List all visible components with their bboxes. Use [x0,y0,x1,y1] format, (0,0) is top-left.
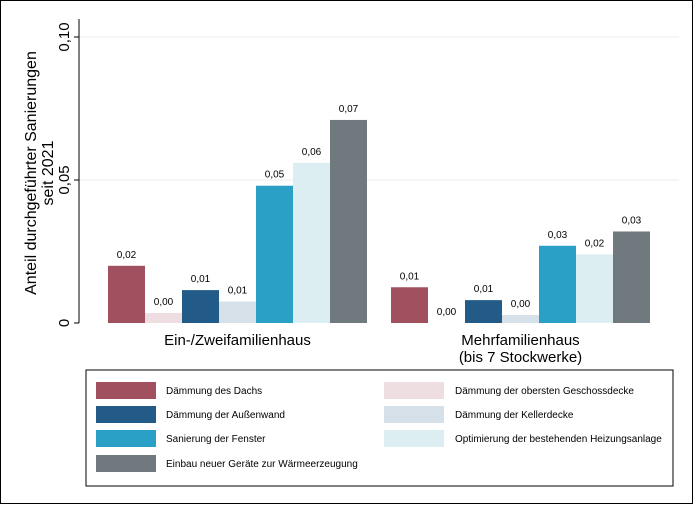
legend-swatch-2-0 [96,430,156,447]
category-label-1-line-0: Mehrfamilienhaus [461,332,579,349]
bar-series-2-cat-1 [465,300,502,323]
data-label-series-0-cat-1: 0,01 [400,271,420,282]
data-label-series-2-cat-0: 0,01 [191,274,211,285]
legend-swatch-0-0 [96,382,156,399]
y-axis-title: Anteil durchgeführter Sanierungenseit 20… [23,51,57,295]
bar-series-3-cat-0 [219,301,256,323]
data-label-series-1-cat-1: 0,00 [437,307,457,318]
bar-series-4-cat-1 [539,245,576,323]
y-axis-title-line-0: Anteil durchgeführter Sanierungen [23,51,40,295]
category-label-0: Ein-/Zweifamilienhaus [164,332,311,349]
legend-label-0-1: Dämmung der obersten Geschossdecke [455,386,634,397]
legend-swatch-3-0 [96,455,156,472]
data-label-series-1-cat-0: 0,00 [154,297,174,308]
y-tick-label-1: 0,05 [56,165,73,194]
legend-swatch-1-0 [96,406,156,423]
legend-label-3-0: Einbau neuer Geräte zur Wärmeerzeugung [166,459,358,470]
bar-layer [108,119,650,323]
legend-label-2-1: Optimierung der bestehenden Heizungsanla… [455,434,662,445]
data-label-series-5-cat-0: 0,06 [302,147,322,158]
y-tick-label-2: 0,10 [56,22,73,51]
legend-label-2-0: Sanierung der Fenster [166,434,266,445]
bar-series-5-cat-1 [576,254,613,323]
category-label-0-line-0: Ein-/Zweifamilienhaus [164,332,311,349]
bar-series-4-cat-0 [256,185,293,323]
data-label-series-6-cat-0: 0,07 [339,104,359,115]
data-label-series-5-cat-1: 0,02 [585,238,605,249]
data-label-series-2-cat-1: 0,01 [474,284,494,295]
bar-series-6-cat-0 [330,119,367,323]
data-label-series-4-cat-1: 0,03 [548,230,568,241]
bar-series-0-cat-1 [391,287,428,323]
legend-box [85,369,674,487]
data-label-series-0-cat-0: 0,02 [117,250,137,261]
legend-swatch-0-1 [384,382,444,399]
bar-series-6-cat-1 [613,231,650,323]
bar-series-1-cat-0 [145,312,182,323]
data-label-series-4-cat-0: 0,05 [265,170,285,181]
grid-layer [79,36,679,181]
data-label-series-3-cat-0: 0,01 [228,286,248,297]
legend-label-1-0: Dämmung der Außenwand [166,410,285,421]
bar-series-2-cat-0 [182,290,219,323]
bar-series-5-cat-0 [293,162,330,323]
category-label-1: Mehrfamilienhaus (bis 7 Stockwerke) [459,332,582,366]
data-label-series-3-cat-1: 0,00 [511,299,531,310]
y-tick-label-0: 0 [56,319,73,327]
y-axis-title-line-1: seit 2021 [40,140,57,205]
bar-series-3-cat-1 [502,314,539,323]
legend-label-0-0: Dämmung des Dachs [166,386,262,397]
label-layer: 0,02 0,01 0,00 0,00 0,01 0,01 0,01 0,00 0,05 0,03… [117,104,642,366]
bar-series-0-cat-0 [108,265,145,323]
legend: Dämmung des Dachs Dämmung der obersten Ge… [85,369,674,487]
legend-swatch-2-1 [384,430,444,447]
data-label-series-6-cat-1: 0,03 [622,215,642,226]
legend-label-1-1: Dämmung der Kellerdecke [455,410,574,421]
legend-swatch-1-1 [384,406,444,423]
category-label-1-line-1: (bis 7 Stockwerke) [459,349,582,366]
